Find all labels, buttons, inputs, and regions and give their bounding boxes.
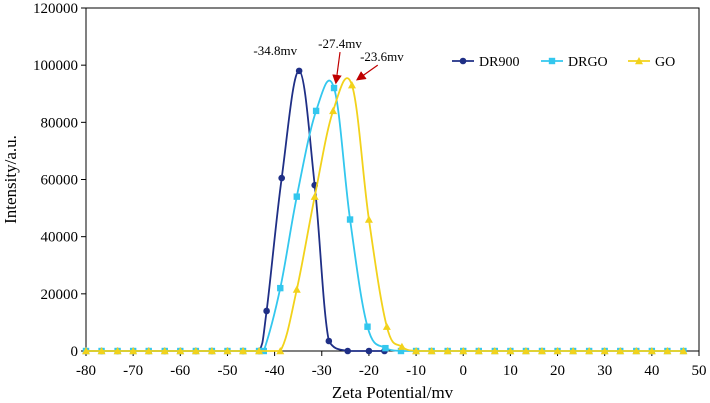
data-point-go xyxy=(632,347,641,355)
data-point-go xyxy=(223,347,232,355)
data-point-go xyxy=(292,285,301,293)
data-point-go xyxy=(663,347,672,355)
data-point-go xyxy=(490,347,499,355)
data-point-go xyxy=(82,347,90,355)
data-point-drgo xyxy=(330,84,338,92)
data-point-go xyxy=(382,322,391,330)
y-tick-label: 40000 xyxy=(41,230,79,246)
data-point-go xyxy=(113,347,122,355)
axes: -80 -70 -60 -50 -40 -30 -20 -10 0 10 20 30 40 50 0 2000… xyxy=(33,1,707,379)
data-point-go xyxy=(276,347,285,355)
annotation-arrow xyxy=(332,51,342,85)
data-point-drgo xyxy=(346,216,354,223)
y-tick-label: 20000 xyxy=(41,287,79,303)
legend: DR900 DRGO GO xyxy=(452,55,675,70)
y-tick-label: 100000 xyxy=(33,58,78,74)
y-tick-label: 0 xyxy=(71,344,79,360)
legend-swatch-marker xyxy=(459,57,467,65)
data-point-go xyxy=(427,347,436,355)
annotation-layer: -34.8mv -27.4mv-23.6mv xyxy=(253,36,404,85)
data-point-go xyxy=(553,347,562,355)
x-tick-label: 10 xyxy=(503,363,518,379)
legend-label: GO xyxy=(655,55,675,70)
data-point-go xyxy=(329,106,338,115)
data-point-drgo xyxy=(277,284,284,292)
series-line-go xyxy=(85,77,684,352)
data-point-go xyxy=(647,347,656,355)
annotation-label: -27.4mv xyxy=(318,36,362,51)
data-point-go xyxy=(347,81,356,89)
annotation-arrow xyxy=(355,64,379,81)
data-point-go xyxy=(537,347,546,355)
annotation-label: -23.6mv xyxy=(360,49,404,64)
data-point-drgo xyxy=(397,347,405,355)
data-point-go xyxy=(616,347,625,355)
legend-item-drgo: DRGO xyxy=(541,55,608,70)
legend-label: DR900 xyxy=(479,55,519,70)
legend-label: DRGO xyxy=(568,55,608,70)
x-tick-label: -50 xyxy=(217,363,237,379)
x-tick-label: -70 xyxy=(123,363,143,379)
data-point-go xyxy=(310,192,319,200)
data-point-go xyxy=(160,347,169,355)
x-tick-label: -30 xyxy=(312,363,332,379)
series-go xyxy=(82,77,688,355)
data-point-dr900 xyxy=(365,347,373,355)
data-point-go xyxy=(569,347,578,355)
data-point-go xyxy=(129,347,138,355)
data-point-go xyxy=(474,347,483,355)
data-point-go xyxy=(364,215,373,223)
data-point-go xyxy=(255,347,264,355)
data-point-dr900 xyxy=(344,347,352,355)
series-layer xyxy=(82,67,688,355)
data-point-drgo xyxy=(293,193,300,200)
x-tick-label: 0 xyxy=(459,363,467,379)
y-axis-title: Intensity/a.u. xyxy=(1,135,20,224)
data-point-go xyxy=(679,347,688,355)
x-tick-label: -60 xyxy=(170,363,190,379)
data-point-go xyxy=(521,347,530,355)
y-tick-label: 60000 xyxy=(41,173,79,189)
y-tick-label: 120000 xyxy=(33,1,78,17)
data-point-go xyxy=(600,347,609,355)
x-tick-label: -20 xyxy=(359,363,379,379)
data-point-go xyxy=(412,347,421,355)
data-point-go xyxy=(191,347,200,355)
data-point-dr900 xyxy=(325,337,333,345)
legend-item-dr900: DR900 xyxy=(452,55,519,70)
data-point-go xyxy=(239,347,248,355)
x-tick-label: -10 xyxy=(406,363,426,379)
x-tick-label: -80 xyxy=(76,363,96,379)
x-tick-label: 30 xyxy=(597,363,612,379)
data-point-go xyxy=(144,347,153,355)
x-tick-label: 40 xyxy=(644,363,659,379)
data-point-drgo xyxy=(382,344,389,352)
legend-swatch-marker xyxy=(548,57,556,65)
x-tick-label: 20 xyxy=(550,363,565,379)
data-point-dr900 xyxy=(263,307,270,315)
data-point-dr900 xyxy=(278,174,285,182)
data-point-drgo xyxy=(364,323,371,330)
data-point-go xyxy=(207,347,216,355)
x-tick-label: 50 xyxy=(692,363,707,379)
legend-swatch-marker xyxy=(635,57,643,65)
data-point-go xyxy=(176,347,185,355)
y-tick-label: 80000 xyxy=(41,115,79,131)
data-point-go xyxy=(397,342,406,350)
x-axis-title: Zeta Potential/mv xyxy=(332,383,454,402)
annotation-label: -34.8mv xyxy=(253,43,297,58)
data-point-go xyxy=(459,347,468,355)
data-point-drgo xyxy=(312,107,320,115)
legend-item-go: GO xyxy=(628,55,675,70)
data-point-go xyxy=(585,347,594,355)
data-point-go xyxy=(97,347,106,355)
data-point-go xyxy=(506,347,515,355)
x-tick-label: -40 xyxy=(265,363,285,379)
data-point-dr900 xyxy=(295,67,303,75)
data-point-go xyxy=(443,347,452,355)
